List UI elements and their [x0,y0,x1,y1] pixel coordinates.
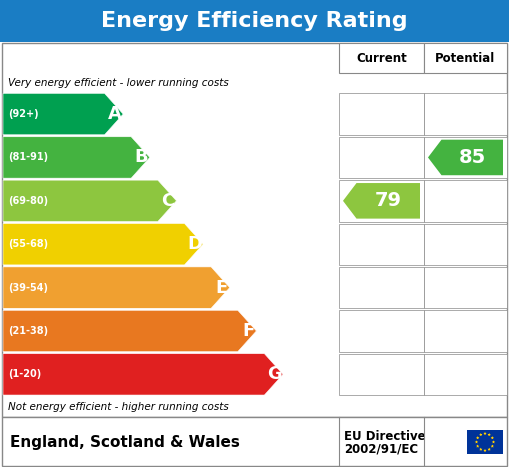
Text: B: B [135,149,148,166]
Polygon shape [483,449,487,452]
Text: 85: 85 [459,148,486,167]
Bar [424,224,507,265]
Polygon shape [3,354,283,395]
Text: (39-54): (39-54) [8,283,48,293]
Text: A: A [108,105,122,123]
Bar [339,137,424,178]
Polygon shape [3,93,123,135]
Text: (1-20): (1-20) [8,369,41,379]
Bar [2,417,507,466]
Polygon shape [343,183,420,219]
Bar [424,354,507,395]
Polygon shape [476,445,479,448]
Polygon shape [479,447,483,451]
Text: (81-91): (81-91) [8,152,48,163]
Bar [424,93,507,135]
Bar [424,310,507,352]
Polygon shape [3,267,230,308]
Text: 79: 79 [375,191,402,210]
Text: Potential: Potential [435,52,496,65]
Polygon shape [3,180,177,221]
Polygon shape [488,447,491,451]
Polygon shape [491,436,494,439]
Text: (21-38): (21-38) [8,326,48,336]
Polygon shape [475,440,478,444]
Text: (92+): (92+) [8,109,39,119]
Text: 2002/91/EC: 2002/91/EC [344,443,418,455]
Polygon shape [491,445,494,448]
Text: D: D [187,235,202,253]
Bar [424,267,507,308]
Bar [339,224,424,265]
Bar [339,43,424,73]
Text: England, Scotland & Wales: England, Scotland & Wales [10,434,240,450]
Polygon shape [3,310,257,352]
Bar [424,137,507,178]
Bar [0,0,509,42]
Text: Current: Current [356,52,407,65]
Text: C: C [161,192,175,210]
Polygon shape [488,433,491,436]
Text: Not energy efficient - higher running costs: Not energy efficient - higher running co… [8,402,229,412]
Text: Energy Efficiency Rating: Energy Efficiency Rating [101,11,408,31]
Polygon shape [428,140,503,175]
Polygon shape [3,137,150,178]
Bar [339,267,424,308]
Bar [424,43,507,73]
Text: F: F [242,322,254,340]
Polygon shape [476,436,479,439]
Polygon shape [479,433,483,436]
Bar [339,180,424,221]
Bar [339,310,424,352]
Text: (69-80): (69-80) [8,196,48,206]
Polygon shape [492,440,495,444]
Text: E: E [215,279,228,297]
Bar [467,430,503,454]
Text: G: G [267,365,282,383]
Polygon shape [483,432,487,435]
Bar [339,93,424,135]
Polygon shape [3,224,203,265]
Bar [339,354,424,395]
Text: EU Directive: EU Directive [344,430,426,443]
Text: Very energy efficient - lower running costs: Very energy efficient - lower running co… [8,78,229,88]
Text: (55-68): (55-68) [8,239,48,249]
Bar [2,43,507,417]
Bar [424,180,507,221]
